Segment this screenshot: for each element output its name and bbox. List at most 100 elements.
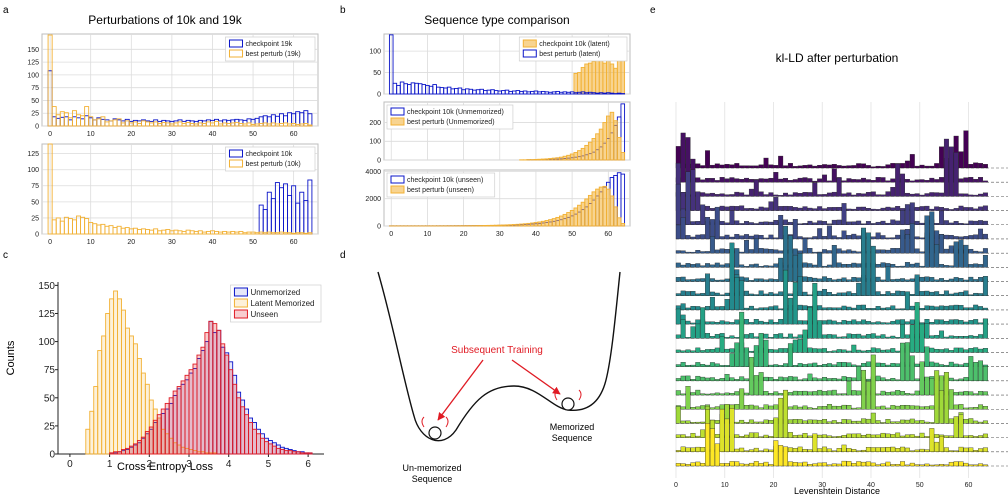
panel-e-bar xyxy=(685,307,691,311)
panel-c-bar-orange xyxy=(129,335,134,455)
panel-e-bar xyxy=(739,264,745,268)
panel-e-bar xyxy=(890,163,896,169)
panel-b-title: Sequence type comparison xyxy=(424,13,569,27)
panel-e-bar xyxy=(846,461,852,467)
panel-e-bar xyxy=(797,334,803,339)
panel-e-bar xyxy=(744,307,749,311)
panel-e-bar xyxy=(817,290,823,296)
panel-e-bar xyxy=(914,236,920,240)
panel-b-sub3-xtick-label: 30 xyxy=(496,231,504,238)
panel-e-bar xyxy=(846,221,852,225)
panel-e-bar xyxy=(719,205,725,211)
panel-e-bar xyxy=(978,463,983,467)
panel-e-bar xyxy=(914,179,920,183)
panel-e-bar xyxy=(748,165,754,169)
panel-c-ytick-label: 125 xyxy=(38,309,55,320)
panel-e-bar xyxy=(831,334,837,339)
panel-e-bar xyxy=(705,251,710,254)
panel-e-bar xyxy=(763,178,769,183)
panel-b-bar-orange xyxy=(490,224,495,227)
panel-e-bar xyxy=(978,220,983,225)
panel-e-bar xyxy=(865,378,871,382)
panel-e-bar xyxy=(914,262,920,268)
panel-e-bar xyxy=(724,365,730,367)
panel-e-bar xyxy=(690,364,696,367)
panel-e-bar xyxy=(753,179,759,197)
panel-e-bar xyxy=(729,392,735,396)
panel-e-bar xyxy=(719,336,725,353)
panel-e-bar xyxy=(958,320,964,325)
panel-e-bar xyxy=(963,177,969,183)
panel-e-bar xyxy=(758,191,764,197)
panel-b-bar-orange xyxy=(577,204,582,227)
panel-e-bar xyxy=(763,448,769,452)
panel-e-bar xyxy=(719,408,725,452)
panel-e-bar xyxy=(978,360,983,382)
panel-c-bar-red xyxy=(303,452,309,455)
panel-e-bar xyxy=(744,165,749,169)
panel-a-sub2-legend-swatch xyxy=(228,159,243,168)
panel-e-bar xyxy=(870,208,876,211)
panel-e-bar xyxy=(914,435,920,438)
panel-c-ylabel: Counts xyxy=(5,340,17,375)
panel-e-bar xyxy=(744,334,749,339)
unmemorized-ball xyxy=(428,426,442,440)
panel-e-bar xyxy=(875,375,881,382)
panel-e-bar xyxy=(724,321,730,325)
panel-e-bar xyxy=(763,391,769,396)
panel-e-bar xyxy=(973,304,979,311)
panel-a-sub2-xtick-label: 50 xyxy=(249,239,257,246)
panel-e-bar xyxy=(909,180,915,183)
panel-b-bar-orange xyxy=(486,224,492,227)
panel-e-bar xyxy=(822,221,827,225)
panel-e-bar xyxy=(973,292,979,296)
panel-a-sub2-xtick-label: 40 xyxy=(209,239,217,246)
panel-e-bar xyxy=(943,305,949,311)
panel-e-bar xyxy=(763,461,769,467)
panel-e-bar xyxy=(968,307,974,311)
panel-e-bar xyxy=(851,344,857,353)
panel-e-bar xyxy=(680,264,686,268)
panel-e-bar xyxy=(792,192,798,197)
panel-e-bar xyxy=(802,378,808,382)
panel-e-bar xyxy=(978,228,983,240)
panel-e-bar xyxy=(802,320,808,325)
panel-e-bar xyxy=(792,219,798,240)
panel-a-bar-orange xyxy=(307,124,313,127)
panel-e-bar xyxy=(705,205,710,211)
panel-e-bar xyxy=(924,193,930,197)
panel-e-bar xyxy=(904,179,910,183)
panel-e-bar xyxy=(900,163,905,169)
panel-a-sub2-ytick-label: 25 xyxy=(31,215,39,222)
panel-e-bar xyxy=(822,276,827,282)
panel-e: 0 10 20 30 40 50 60 xyxy=(674,102,1008,489)
panel-e-bar xyxy=(973,362,979,382)
panel-c-bar-red xyxy=(196,354,202,455)
panel-e-bar xyxy=(904,419,910,424)
panel-e-bar xyxy=(948,293,954,296)
panel-e-bar xyxy=(948,450,954,452)
panel-c-bar-red xyxy=(152,419,158,455)
panel-e-bar xyxy=(929,165,935,169)
panel-e-bar xyxy=(724,164,730,169)
panel-e-bar xyxy=(709,264,715,268)
panel-e-bar xyxy=(851,262,857,268)
panel-e-bar xyxy=(778,348,784,353)
panel-e-bar xyxy=(831,350,837,353)
panel-e-bar xyxy=(885,364,891,367)
panel-e-bar xyxy=(841,444,847,452)
panel-e-xtick-label: 10 xyxy=(721,482,729,489)
panel-e-bar xyxy=(763,221,769,225)
panel-b-bar-orange xyxy=(598,59,604,95)
panel-e-bar xyxy=(744,177,749,183)
panel-e-bar xyxy=(861,304,866,311)
panel-e-bar xyxy=(885,291,891,296)
panel-e-bar xyxy=(787,297,793,325)
panel-e-bar xyxy=(719,236,725,240)
panel-e-bar xyxy=(880,390,886,396)
panel-e-bar xyxy=(812,182,818,197)
panel-e-bar xyxy=(773,172,779,183)
panel-e-bar xyxy=(978,448,983,452)
panel-c-legend-swatch xyxy=(233,298,248,308)
panel-e-bar xyxy=(744,277,749,282)
